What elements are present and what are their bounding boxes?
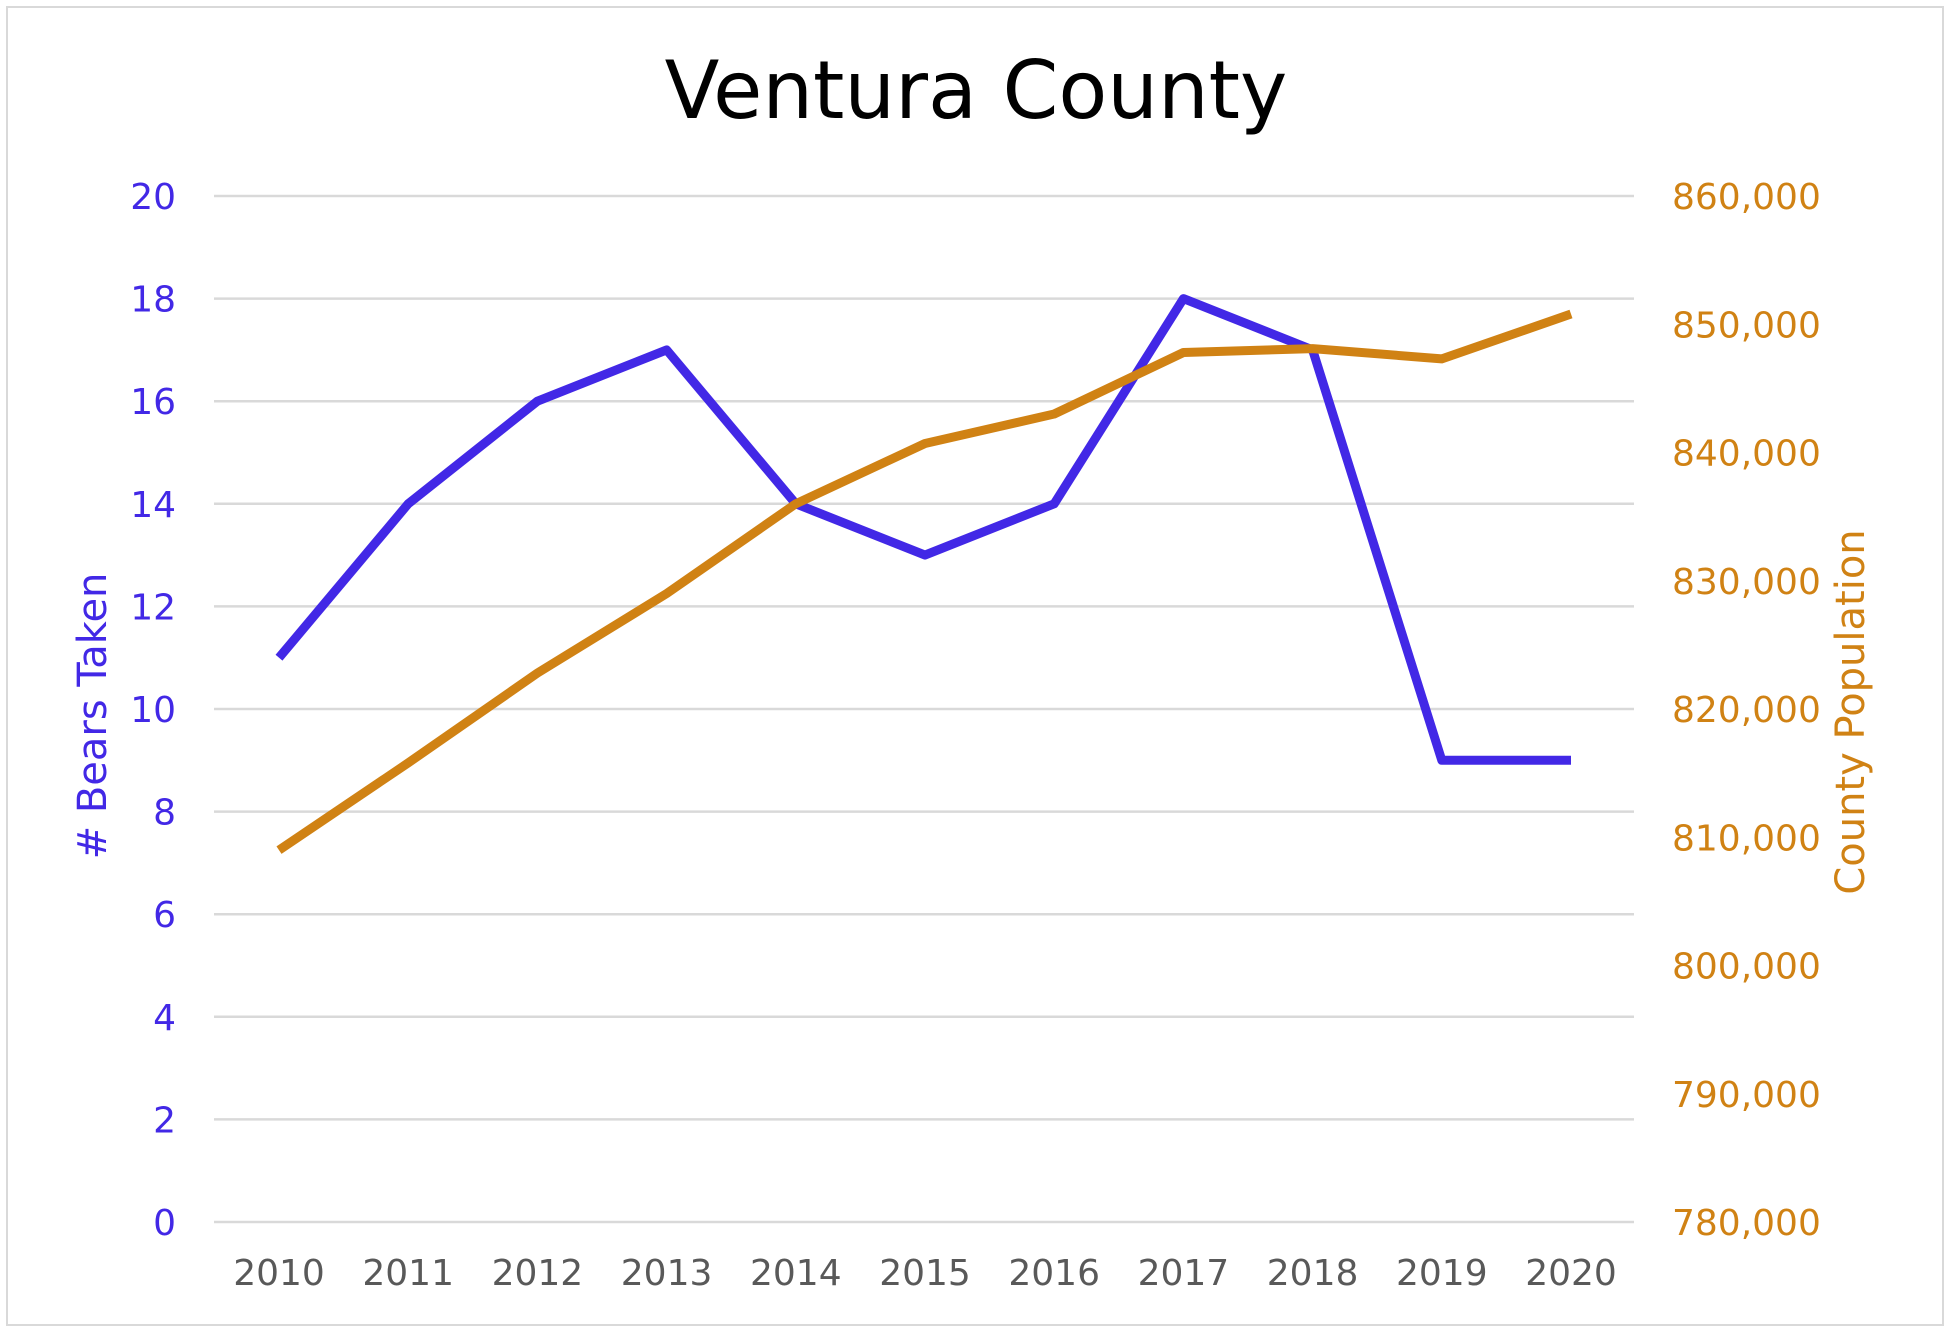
left-tick-label: 10: [130, 690, 176, 731]
chart-frame: [6, 6, 1944, 1326]
x-tick-label: 2013: [621, 1253, 713, 1294]
x-tick-label: 2017: [1138, 1253, 1230, 1294]
right-tick-label: 780,000: [1672, 1203, 1821, 1244]
right-axis-ticks: 780,000 790,000 800,000 810,000 820,000 830,0…: [1672, 177, 1821, 1244]
right-tick-label: 830,000: [1672, 562, 1821, 603]
x-tick-label: 2019: [1396, 1253, 1488, 1294]
series-layer: [275, 294, 1573, 854]
right-tick-label: 790,000: [1672, 1075, 1821, 1116]
left-tick-label: 8: [153, 793, 176, 834]
x-tick-label: 2015: [879, 1253, 971, 1294]
left-tick-label: 6: [153, 895, 176, 936]
right-tick-label: 800,000: [1672, 947, 1821, 988]
left-tick-label: 16: [130, 382, 176, 423]
left-tick-label: 4: [153, 998, 176, 1039]
right-tick-label: 850,000: [1672, 305, 1821, 346]
right-tick-label: 820,000: [1672, 690, 1821, 731]
x-tick-label: 2010: [233, 1253, 325, 1294]
population-line: [276, 309, 1573, 854]
x-axis-ticks: 2010 2011 2012 2013 2014 2015 2016 2017 2018 2019…: [233, 1253, 1617, 1294]
left-tick-label: 2: [153, 1100, 176, 1141]
x-tick-label: 2016: [1008, 1253, 1100, 1294]
x-tick-label: 2018: [1267, 1253, 1359, 1294]
x-tick-label: 2012: [492, 1253, 584, 1294]
right-tick-label: 810,000: [1672, 818, 1821, 859]
left-axis-ticks: 0 2 4 6 8 10 12 14 16 18 20: [130, 177, 176, 1244]
right-tick-label: 840,000: [1672, 434, 1821, 475]
right-tick-label: 860,000: [1672, 177, 1821, 218]
right-axis-title: County Population: [1828, 529, 1874, 894]
left-tick-label: 0: [153, 1203, 176, 1244]
x-tick-label: 2014: [750, 1253, 842, 1294]
left-axis-title: # Bears Taken: [70, 573, 116, 860]
left-tick-label: 18: [130, 280, 176, 321]
left-tick-label: 12: [130, 587, 176, 628]
x-tick-label: 2020: [1525, 1253, 1617, 1294]
chart-title: Ventura County: [665, 44, 1288, 137]
bears-taken-line: [275, 294, 1571, 765]
left-tick-label: 20: [130, 177, 176, 218]
left-tick-label: 14: [130, 485, 176, 526]
x-tick-label: 2011: [362, 1253, 454, 1294]
